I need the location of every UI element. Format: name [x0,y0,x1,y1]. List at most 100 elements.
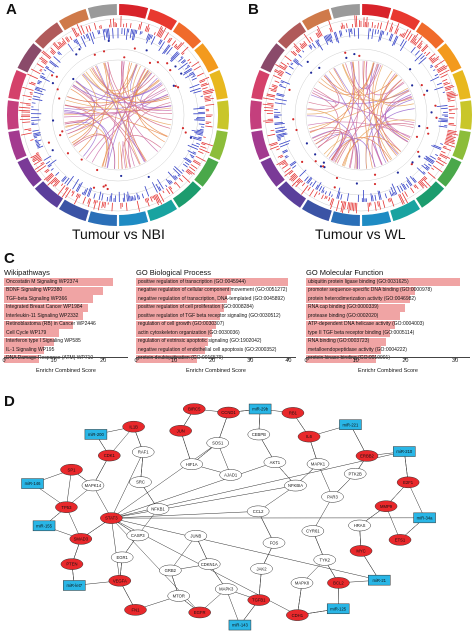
copy-loss-mark [165,184,168,188]
network-node: SRC [129,476,152,488]
link-arc [317,123,414,148]
copy-loss-mark [274,121,283,124]
enrichment-bar: positive regulation of transcription (GO… [136,278,296,286]
chromosome-segment [437,43,462,73]
link-arc [72,84,169,104]
copy-loss-mark [388,33,393,41]
network-node: STAT3 [100,512,123,524]
copy-loss-mark [81,191,84,195]
copy-loss-mark [371,28,374,39]
copy-gain-mark [50,177,58,185]
copy-gain-mark [200,145,207,149]
bar-fill [306,295,411,303]
copy-loss-mark [166,46,173,55]
copy-gain-mark [45,173,54,181]
copy-loss-mark [391,183,398,195]
panel-label-c: C [4,250,15,267]
node-label: CYR61 [306,529,320,534]
copy-gain-mark [157,27,163,37]
copy-loss-mark [66,175,74,186]
copy-gain-mark [52,179,60,187]
copy-loss-mark [35,87,40,90]
copy-loss-mark [279,140,291,145]
copy-loss-mark [289,160,296,166]
link-arc [75,80,162,99]
enrichment-bar: RNA binding (GO:0003723) [306,337,470,346]
copy-loss-mark [322,190,325,194]
copy-gain-mark [341,22,344,29]
variant-dot [410,163,413,166]
enrichment-bar: protein kinase binding (GO:0019901) [306,354,470,363]
copy-loss-mark [106,196,109,202]
node-label: PTEN [66,562,77,567]
copy-loss-mark [41,72,45,75]
node-label: MAPK3 [219,587,234,592]
copy-gain-mark [76,23,83,35]
copy-gain-mark [94,22,97,30]
network-node: FN1 [124,604,147,616]
copy-loss-mark [421,164,429,171]
link-arc [308,87,409,130]
copy-loss-mark [331,194,333,197]
node-shape [55,501,78,513]
copy-gain-mark [262,103,274,106]
copy-gain-mark [446,135,456,139]
copy-gain-mark [444,85,455,90]
copy-gain-mark [71,191,75,197]
link-arc [67,62,133,135]
link-arc [121,61,137,90]
copy-loss-mark [34,89,43,93]
copy-loss-mark [304,176,309,182]
variant-dot [344,51,347,54]
copy-loss-mark [302,50,305,53]
copy-loss-mark [198,136,203,139]
node-shape [321,491,344,503]
variant-dot [415,135,419,138]
copy-loss-mark [292,60,299,66]
copy-gain-mark [280,155,284,159]
enrichment-bar: ATP-dependent DNA helicase activity (GO:… [306,320,470,329]
enrichment-bar: regulation of extrinsic apoptotic signal… [136,337,296,346]
enrichment-bar: Cell Cycle WP179 [4,329,128,337]
copy-gain-mark [65,189,72,199]
copy-gain-mark [389,198,392,202]
node-shape [206,437,229,449]
node-label: AJAD1 [224,473,238,478]
copy-gain-mark [366,16,368,28]
node-label: SMAD3 [74,536,89,541]
network-node: ERBB2 [355,450,379,462]
chromosome-segment [172,181,202,208]
copy-loss-mark [418,57,427,65]
copy-gain-mark [32,155,41,161]
copy-loss-mark [374,194,377,201]
copy-loss-mark [136,192,139,200]
copy-gain-mark [297,178,302,184]
node-shape [393,446,416,457]
copy-gain-mark [18,106,31,109]
copy-gain-mark [421,45,429,53]
copy-gain-mark [444,140,455,145]
copy-gain-mark [156,193,163,205]
copy-gain-mark [447,94,459,98]
copy-gain-mark [292,175,299,182]
link-arc [65,123,108,168]
copy-loss-mark [377,190,381,200]
link-arc [122,61,146,162]
enrichment-bar: regulation of cell growth (GO:0030307) [136,320,296,329]
copy-loss-mark [311,180,317,188]
node-label: MYC [356,549,365,554]
copy-loss-mark [405,177,413,186]
copy-gain-mark [273,70,283,76]
copy-loss-mark [47,159,57,167]
copy-gain-mark [147,27,150,33]
axis-tick-label: 30 [247,357,254,364]
copy-gain-mark [430,57,436,62]
variant-dot [181,127,185,130]
node-shape [197,558,221,570]
copy-loss-mark [438,125,448,128]
copy-gain-mark [354,15,356,28]
copy-gain-mark [379,22,383,30]
enrichment-bar: Interferon type I Signaling WP585 [4,337,128,346]
copy-gain-mark [309,189,315,197]
copy-loss-mark [308,45,313,50]
